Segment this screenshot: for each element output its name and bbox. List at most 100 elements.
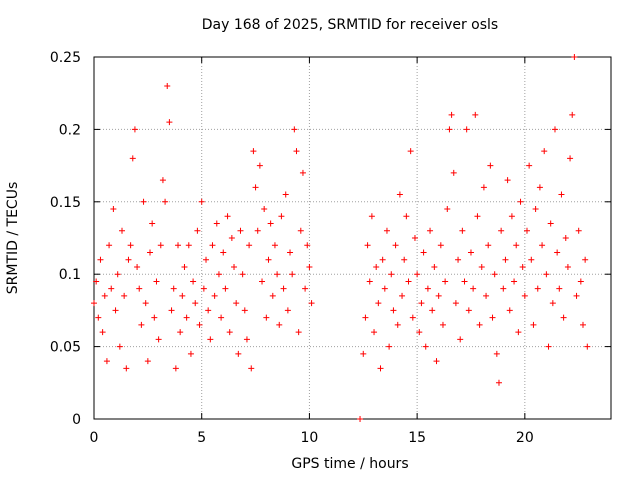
y-tick-label: 0 <box>72 412 81 428</box>
data-point <box>131 126 138 133</box>
data-point <box>513 242 520 249</box>
data-point <box>472 111 479 118</box>
data-point <box>209 242 216 249</box>
data-point <box>569 111 576 118</box>
data-point <box>95 314 102 321</box>
data-point <box>521 292 528 299</box>
data-point <box>99 329 106 336</box>
data-point <box>164 82 171 89</box>
y-tick-label: 0.2 <box>59 122 81 138</box>
data-point <box>231 263 238 270</box>
data-point <box>485 242 492 249</box>
data-point <box>381 285 388 292</box>
data-point <box>138 321 145 328</box>
data-point <box>103 358 110 365</box>
data-point <box>123 365 130 372</box>
data-point <box>547 220 554 227</box>
data-point <box>108 285 115 292</box>
data-point <box>517 198 524 205</box>
data-point <box>177 329 184 336</box>
data-point <box>269 292 276 299</box>
data-point <box>116 343 123 350</box>
data-point <box>584 343 591 350</box>
data-point <box>429 307 436 314</box>
data-point <box>248 365 255 372</box>
chart-title: Day 168 of 2025, SRMTID for receiver osl… <box>201 17 499 33</box>
data-point <box>147 249 154 256</box>
data-point <box>444 206 451 213</box>
data-point <box>457 336 464 343</box>
data-point <box>534 285 541 292</box>
data-point <box>207 336 214 343</box>
data-point <box>205 307 212 314</box>
data-point <box>409 314 416 321</box>
data-point <box>278 213 285 220</box>
data-point <box>308 300 315 307</box>
data-point <box>226 329 233 336</box>
data-point <box>399 292 406 299</box>
data-point <box>450 169 457 176</box>
data-point <box>422 343 429 350</box>
data-point <box>155 336 162 343</box>
data-point <box>114 271 121 278</box>
data-point <box>149 220 156 227</box>
data-point <box>401 256 408 263</box>
data-point <box>551 126 558 133</box>
data-point <box>567 155 574 162</box>
data-point <box>478 263 485 270</box>
data-point <box>373 263 380 270</box>
data-point <box>166 119 173 126</box>
data-point <box>427 227 434 234</box>
data-point <box>127 242 134 249</box>
data-point <box>495 379 502 386</box>
data-point <box>390 307 397 314</box>
data-point <box>254 227 261 234</box>
data-point <box>250 148 257 155</box>
data-point <box>159 177 166 184</box>
data-point <box>261 206 268 213</box>
data-point <box>463 126 470 133</box>
data-point <box>121 292 128 299</box>
data-point <box>545 343 552 350</box>
data-point <box>239 271 246 278</box>
data-point <box>211 292 218 299</box>
y-tick-label: 0.15 <box>50 195 81 211</box>
data-point <box>504 177 511 184</box>
data-point <box>256 162 263 169</box>
data-point <box>151 314 158 321</box>
data-point <box>194 227 201 234</box>
data-point <box>573 292 580 299</box>
data-point <box>470 285 477 292</box>
data-point <box>263 314 270 321</box>
data-point <box>502 256 509 263</box>
data-point <box>455 256 462 263</box>
data-point <box>459 227 466 234</box>
data-point <box>101 292 108 299</box>
data-point <box>187 350 194 357</box>
data-point <box>439 321 446 328</box>
data-point <box>487 162 494 169</box>
data-point <box>431 263 438 270</box>
data-point <box>172 365 179 372</box>
data-point <box>119 227 126 234</box>
data-point <box>97 256 104 263</box>
data-point <box>375 300 382 307</box>
data-point <box>243 336 250 343</box>
data-point <box>222 285 229 292</box>
data-point <box>170 285 177 292</box>
data-point <box>190 278 197 285</box>
data-point <box>284 307 291 314</box>
data-point <box>461 278 468 285</box>
data-point <box>528 256 535 263</box>
data-point <box>476 321 483 328</box>
data-point <box>582 256 589 263</box>
x-tick-label: 5 <box>197 430 206 446</box>
data-point <box>394 321 401 328</box>
data-point <box>579 321 586 328</box>
data-point <box>511 278 518 285</box>
data-point <box>442 278 449 285</box>
data-point <box>556 285 563 292</box>
data-point <box>379 256 386 263</box>
data-point <box>362 314 369 321</box>
data-point <box>506 307 513 314</box>
